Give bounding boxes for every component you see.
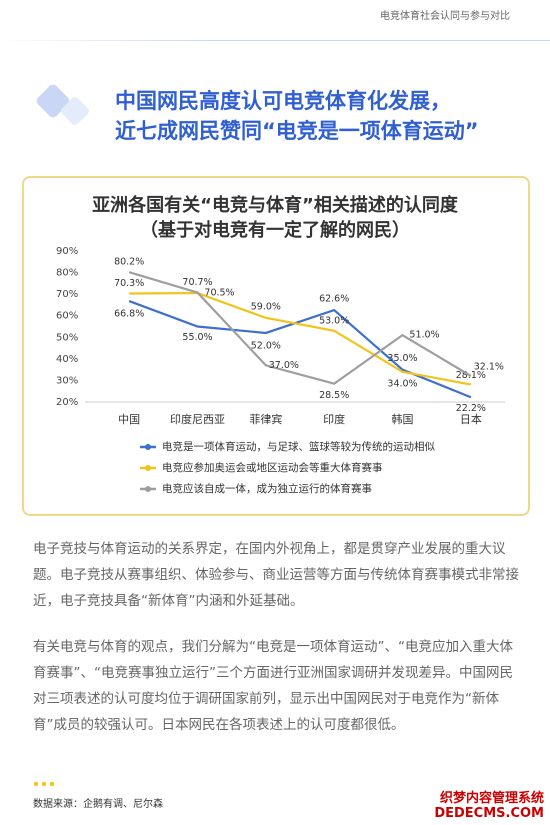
chart-title: 亚洲各国有关“电竞与体育”相关描述的认同度 — [92, 194, 459, 216]
x-tick-label: 韩国 — [392, 412, 414, 426]
x-tick-label: 印度尼西亚 — [170, 412, 225, 426]
data-label: 70.7% — [182, 277, 212, 288]
y-tick-label: 40% — [56, 354, 78, 365]
data-label: 70.3% — [114, 278, 144, 289]
y-tick-label: 70% — [56, 289, 78, 300]
data-label: 53.0% — [319, 315, 349, 326]
data-label: 62.6% — [319, 294, 349, 305]
series-line — [128, 300, 472, 399]
y-tick-label: 50% — [56, 332, 78, 343]
headline: 中国网民高度认可电竞体育化发展， 近七成网民赞同“电竞是一项体育运动” — [115, 86, 479, 146]
chart: 亚洲各国有关“电竞与体育”相关描述的认同度 （基于对电竞有一定了解的网民） 20… — [56, 194, 505, 495]
y-tick-label: 90% — [56, 246, 78, 257]
data-label: 51.0% — [409, 330, 439, 341]
x-tick-label: 日本 — [460, 412, 482, 426]
watermark-line: DEDECMS.COM — [434, 806, 544, 821]
data-label: 22.2% — [456, 403, 486, 414]
legend-dot — [145, 465, 151, 471]
paragraph: 电子竞技与体育运动的关系界定，在国内外视角上，都是贯穿产业发展的重大议题。电子竞… — [33, 541, 519, 609]
legend-label: 电竞是一项体育运动，与足球、篮球等较为传统的运动相似 — [162, 440, 435, 453]
data-label: 70.5% — [204, 288, 234, 299]
data-label: 37.0% — [269, 360, 299, 371]
decor — [36, 84, 89, 125]
paragraph: 有关电竞与体育的观点，我们分解为“电竞是一项体育运动”、“电竞应加入重大体育赛事… — [33, 639, 513, 733]
dots — [33, 781, 55, 787]
headline-line: 近七成网民赞同“电竞是一项体育运动” — [115, 119, 479, 143]
watermark: 织梦内容管理系统 DEDECMS.COM — [434, 791, 544, 821]
data-label: 66.8% — [114, 309, 144, 320]
legend-label: 电竞应参加奥运会或地区运动会等重大体育赛事 — [162, 461, 383, 474]
y-tick-label: 30% — [56, 375, 78, 386]
divider — [0, 40, 550, 41]
y-tick-label: 80% — [56, 268, 78, 279]
chart-frame — [22, 176, 530, 516]
section-label: 电竞体育社会认同与参与对比 — [380, 11, 510, 22]
series-line — [128, 271, 472, 385]
data-label: 59.0% — [251, 301, 281, 312]
data-label: 34.0% — [387, 378, 417, 389]
data-label: 28.5% — [319, 390, 349, 401]
data-label: 80.2% — [114, 257, 144, 268]
watermark-line: 织梦内容管理系统 — [439, 791, 544, 806]
data-label: 52.0% — [251, 340, 281, 351]
y-tick-label: 60% — [56, 311, 78, 322]
headline-line: 中国网民高度认可电竞体育化发展， — [115, 89, 451, 113]
source: 数据来源：企鹅有调、尼尔森 — [33, 799, 163, 810]
data-label: 32.1% — [474, 361, 504, 372]
legend-label: 电竞应该自成一体，成为独立运行的体育赛事 — [162, 482, 372, 495]
data-label: 35.0% — [387, 353, 417, 364]
series-line — [129, 291, 472, 386]
x-tick-label: 印度 — [323, 412, 345, 426]
data-label: 55.0% — [182, 332, 212, 343]
x-tick-label: 中国 — [118, 413, 140, 426]
x-tick-label: 菲律宾 — [249, 412, 282, 426]
legend-dot — [145, 486, 151, 492]
chart-subtitle: （基于对电竞有一定了解的网民） — [140, 219, 410, 241]
y-tick-label: 20% — [56, 397, 78, 408]
legend-dot — [145, 444, 151, 450]
